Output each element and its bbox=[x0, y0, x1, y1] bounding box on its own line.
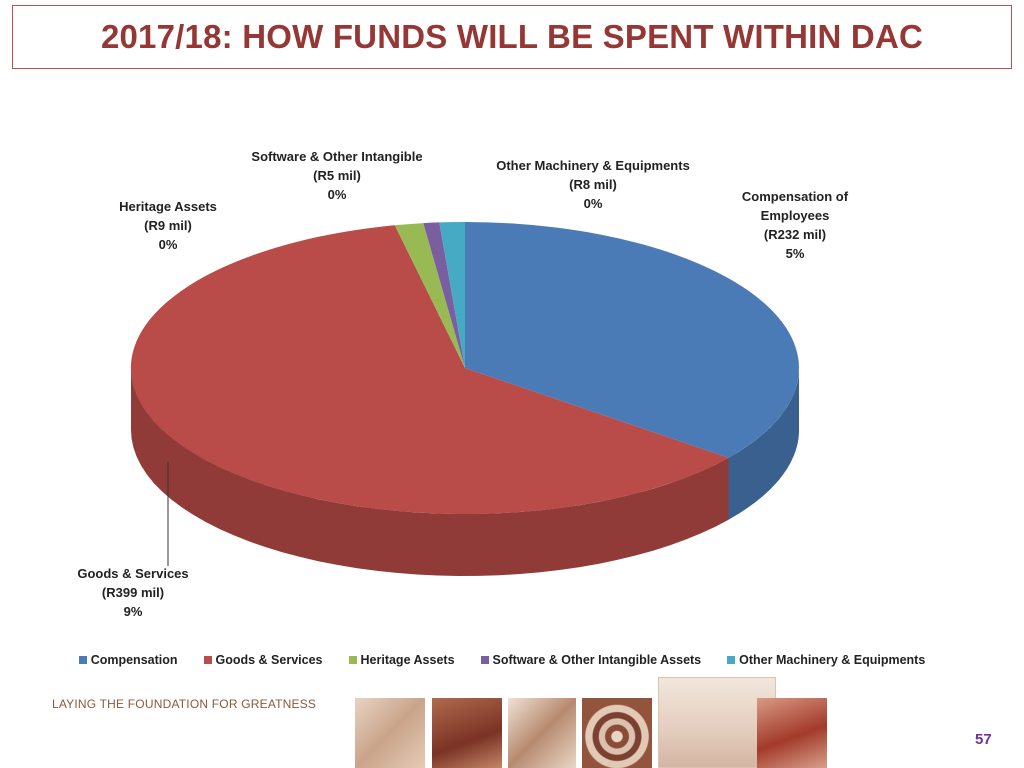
legend-label: Compensation bbox=[90, 653, 178, 667]
legend-swatch bbox=[727, 656, 736, 664]
footer-photo-basket bbox=[582, 698, 652, 768]
page-title: 2017/18: HOW FUNDS WILL BE SPENT WITHIN … bbox=[100, 18, 924, 55]
legend-swatch bbox=[348, 656, 357, 664]
footer-photo-film bbox=[508, 698, 576, 768]
footer-photo-dancers bbox=[432, 698, 502, 768]
pie-side-goods-services bbox=[131, 368, 729, 576]
label-compensation: Compensation of Employees (R232 mil) 5% bbox=[741, 189, 849, 261]
legend-label: Other Machinery & Equipments bbox=[739, 653, 926, 667]
legend-item-software: Software & Other Intangible Assets bbox=[480, 653, 702, 667]
pie-slice-software-other-intangible-assets bbox=[423, 222, 465, 368]
chart-legend: Compensation Goods & Services Heritage A… bbox=[70, 653, 960, 667]
title-box: 2017/18: HOW FUNDS WILL BE SPENT WITHIN … bbox=[12, 5, 1012, 69]
pie-slice-heritage-assets bbox=[394, 223, 465, 368]
legend-item-other-machinery: Other Machinery & Equipments bbox=[727, 653, 925, 667]
footer-photo-saxophone bbox=[757, 698, 827, 768]
legend-swatch bbox=[203, 656, 212, 664]
legend-item-heritage-assets: Heritage Assets bbox=[348, 653, 455, 667]
legend-item-compensation: Compensation bbox=[78, 653, 178, 667]
label-software-intangible: Software & Other Intangible (R5 mil) 0% bbox=[251, 149, 423, 202]
legend-item-goods-services: Goods & Services bbox=[203, 653, 323, 667]
pie-slice-compensation bbox=[465, 222, 799, 458]
label-heritage-assets: Heritage Assets (R9 mil) 0% bbox=[119, 199, 217, 252]
footer-photo-document bbox=[355, 698, 425, 768]
label-goods-services: Goods & Services (R399 mil) 9% bbox=[77, 566, 189, 619]
label-other-machinery: Other Machinery & Equipments (R8 mil) 0% bbox=[496, 158, 690, 211]
legend-label: Software & Other Intangible Assets bbox=[492, 653, 702, 667]
legend-label: Goods & Services bbox=[215, 653, 323, 667]
footer-tagline: LAYING THE FOUNDATION FOR GREATNESS bbox=[52, 697, 317, 711]
pie-chart bbox=[130, 221, 799, 576]
pie-slice-other-machinery-equipments bbox=[439, 221, 465, 368]
pie-slice-goods-services bbox=[130, 225, 729, 515]
legend-label: Heritage Assets bbox=[360, 653, 455, 667]
legend-swatch bbox=[78, 656, 87, 664]
legend-swatch bbox=[480, 656, 489, 664]
pie-side-compensation bbox=[728, 368, 799, 520]
page-number: 57 bbox=[975, 731, 992, 748]
